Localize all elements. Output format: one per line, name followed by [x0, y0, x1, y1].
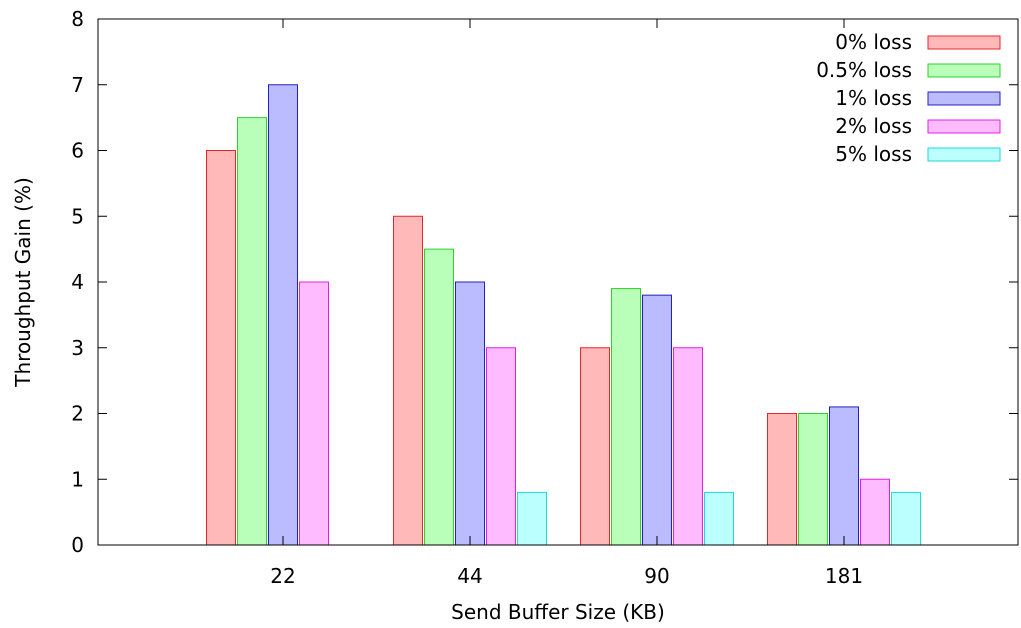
x-tick-label: 181: [825, 564, 863, 588]
y-tick-label: 1: [71, 467, 84, 491]
bar: [860, 478, 890, 546]
bars-layer: [206, 84, 921, 546]
bar: [393, 215, 423, 546]
x-axis-label: Send Buffer Size (KB): [451, 600, 665, 624]
y-tick-label: 6: [71, 139, 84, 163]
y-tick-label: 4: [71, 270, 84, 294]
legend-label: 1% loss: [835, 86, 912, 110]
legend-label: 0.5% loss: [816, 58, 912, 82]
bar: [642, 294, 672, 546]
legend-swatch: [927, 63, 1001, 78]
legend-swatch: [927, 147, 1001, 162]
legend-label: 5% loss: [835, 142, 912, 166]
legend-swatch: [927, 119, 1001, 134]
x-tick-label: 22: [270, 564, 295, 588]
bar: [891, 491, 921, 546]
legend-swatch: [927, 35, 1001, 50]
y-axis-label: Throughput Gain (%): [11, 177, 35, 387]
y-tick-label: 8: [71, 7, 84, 31]
bar: [237, 117, 267, 546]
legend-swatch: [927, 91, 1001, 106]
bar: [611, 288, 641, 546]
y-tick-label: 0: [71, 533, 84, 557]
y-axis: 0 1 2 3 4 5 6 7 8: [71, 7, 1018, 557]
bar: [206, 150, 236, 546]
bar: [580, 347, 610, 546]
legend-label: 0% loss: [835, 30, 912, 54]
bar: [767, 413, 797, 546]
bar: [268, 84, 298, 546]
bar: [299, 281, 329, 546]
bar: [798, 413, 828, 546]
bar: [673, 347, 703, 546]
x-axis: 22 44 90 181: [270, 19, 863, 588]
bar: [704, 491, 734, 546]
x-tick-label: 44: [457, 564, 482, 588]
y-tick-label: 7: [71, 73, 84, 97]
bar: [829, 406, 859, 546]
bar: [517, 491, 547, 546]
bar: [455, 281, 485, 546]
legend-label: 2% loss: [835, 114, 912, 138]
x-tick-label: 90: [644, 564, 669, 588]
y-tick-label: 5: [71, 204, 84, 228]
y-tick-label: 2: [71, 402, 84, 426]
y-tick-label: 3: [71, 336, 84, 360]
bar: [486, 347, 516, 546]
bar: [424, 248, 454, 546]
legend: 0% loss 0.5% loss 1% loss 2% loss 5% loss: [816, 30, 1001, 166]
